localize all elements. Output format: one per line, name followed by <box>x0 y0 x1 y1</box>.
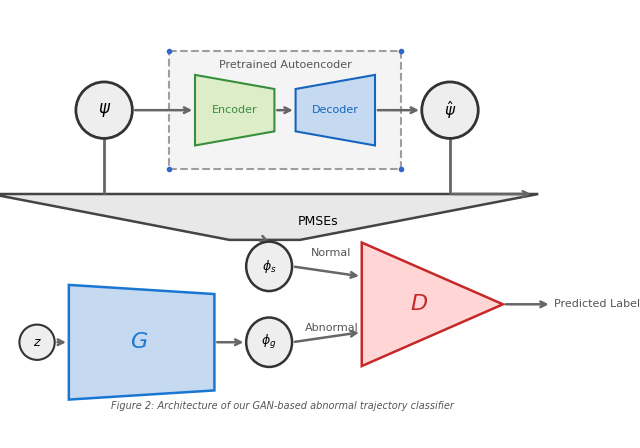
Text: $z$: $z$ <box>33 336 42 349</box>
Text: Abnormal: Abnormal <box>305 323 358 333</box>
Text: Normal: Normal <box>311 248 351 258</box>
Text: PMSEs: PMSEs <box>298 215 338 228</box>
Polygon shape <box>0 194 538 240</box>
Text: $\phi_s$: $\phi_s$ <box>262 258 276 275</box>
Text: Decoder: Decoder <box>312 105 359 115</box>
Text: $\psi$: $\psi$ <box>97 101 111 119</box>
Circle shape <box>422 82 478 138</box>
Bar <box>170 51 401 169</box>
Ellipse shape <box>246 318 292 367</box>
Text: Predicted Label: Predicted Label <box>554 299 640 309</box>
Polygon shape <box>296 75 375 146</box>
Ellipse shape <box>246 241 292 291</box>
Text: Pretrained Autoencoder: Pretrained Autoencoder <box>219 60 352 70</box>
Polygon shape <box>195 75 275 146</box>
Circle shape <box>76 82 132 138</box>
Circle shape <box>19 325 54 360</box>
Text: $D$: $D$ <box>410 294 428 314</box>
Text: $G$: $G$ <box>131 332 148 352</box>
Text: $\phi_g$: $\phi_g$ <box>261 333 277 351</box>
Polygon shape <box>362 242 503 366</box>
Text: Encoder: Encoder <box>212 105 257 115</box>
Text: Figure 2: Architecture of our GAN-based abnormal trajectory classifier: Figure 2: Architecture of our GAN-based … <box>111 401 454 411</box>
Polygon shape <box>69 285 214 400</box>
Text: $\hat{\psi}$: $\hat{\psi}$ <box>444 99 456 121</box>
